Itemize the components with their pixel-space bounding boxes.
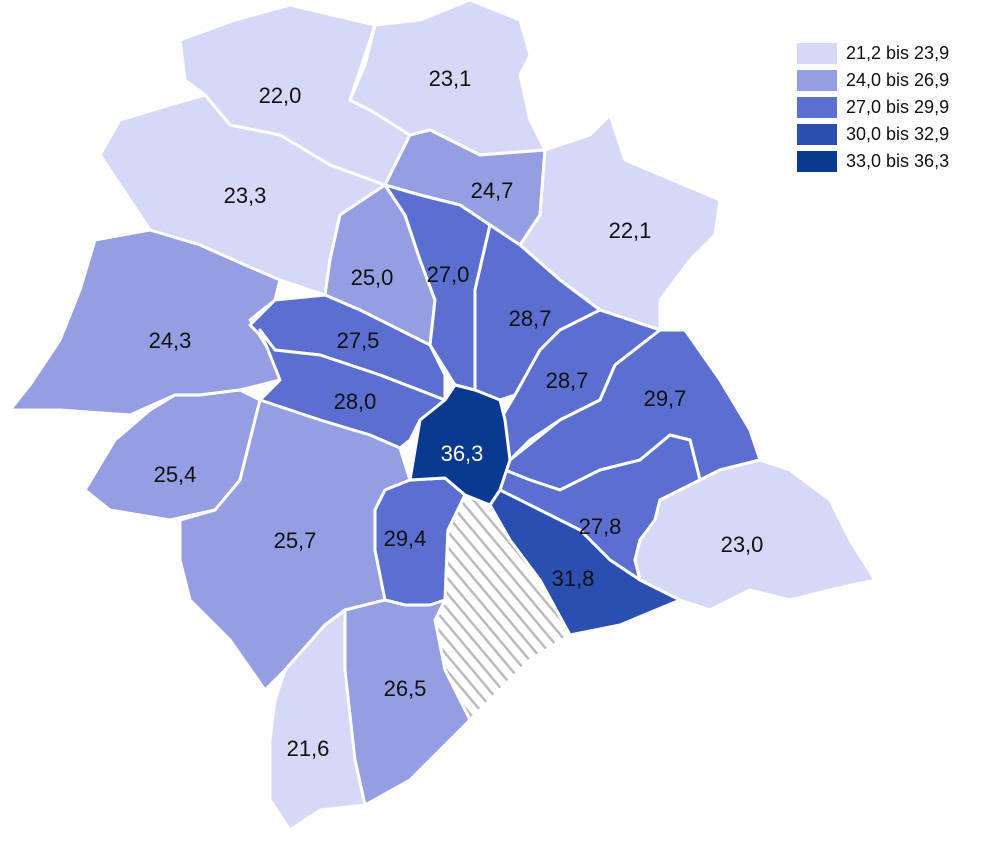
region-label: 24,3 — [149, 328, 192, 353]
region-labels: 22,0 23,1 23,3 24,7 22,1 25,0 27,0 24,3 … — [149, 66, 764, 761]
region-label: 26,5 — [384, 676, 427, 701]
legend-swatch — [797, 70, 837, 91]
region-label: 21,6 — [287, 736, 330, 761]
legend-label: 30,0 bis 32,9 — [846, 124, 949, 144]
regions — [8, 0, 877, 832]
region-label: 27,5 — [337, 328, 380, 353]
region-label: 22,1 — [609, 218, 652, 243]
region-label: 28,7 — [546, 368, 589, 393]
region — [268, 608, 367, 832]
region-label: 25,4 — [154, 462, 197, 487]
region-label: 22,0 — [259, 83, 302, 108]
region-label: 25,0 — [351, 265, 394, 290]
region-label: 24,7 — [471, 178, 514, 203]
legend-swatch — [797, 124, 837, 145]
region-label: 28,7 — [509, 306, 552, 331]
region-label: 29,7 — [644, 386, 687, 411]
region — [633, 458, 877, 612]
legend-swatch — [797, 151, 837, 172]
region-label: 27,8 — [579, 514, 622, 539]
region-label: 23,1 — [429, 66, 472, 91]
legend-swatch — [797, 43, 837, 64]
legend-label: 33,0 bis 36,3 — [846, 151, 949, 171]
region-label: 31,8 — [552, 566, 595, 591]
region-label: 29,4 — [384, 526, 427, 551]
region-label: 28,0 — [334, 389, 377, 414]
region-label: 36,3 — [441, 441, 484, 466]
region — [408, 383, 512, 507]
legend-label: 27,0 bis 29,9 — [846, 97, 949, 117]
legend-label: 24,0 bis 26,9 — [846, 70, 949, 90]
region-label: 25,7 — [274, 528, 317, 553]
region-label: 27,0 — [427, 262, 470, 287]
legend-swatch — [797, 97, 837, 118]
region-label: 23,0 — [721, 532, 764, 557]
region-label: 23,3 — [224, 183, 267, 208]
legend-label: 21,2 bis 23,9 — [846, 43, 949, 63]
legend: 21,2 bis 23,9 24,0 bis 26,9 27,0 bis 29,9 3… — [797, 43, 949, 172]
